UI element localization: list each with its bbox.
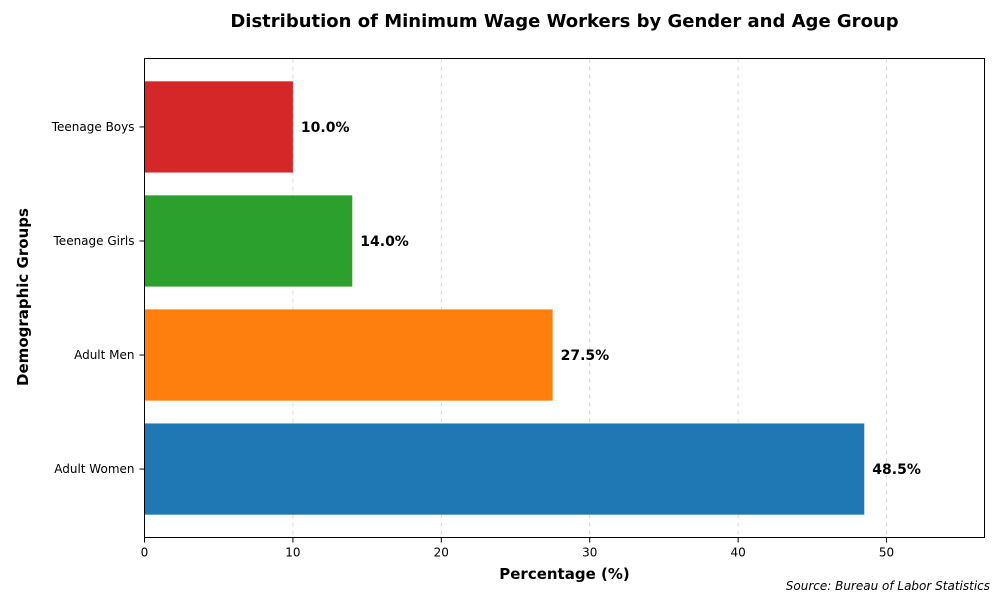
plot-frame (144, 58, 985, 538)
data-label: 14.0% (360, 234, 409, 250)
x-tick-label: 0 (141, 546, 149, 560)
value-labels: 48.5% 27.5% 14.0% 10.0% (301, 120, 921, 478)
x-ticks: 0 10 20 30 40 50 (141, 537, 894, 560)
x-tick-label: 10 (285, 546, 300, 560)
bar (144, 81, 293, 173)
y-axis-label: Demographic Groups (14, 208, 32, 386)
x-tick-label: 40 (730, 546, 745, 560)
y-ticks: Adult Women Adult Men Teenage Girls Teenage… (51, 120, 145, 476)
x-tick-label: 30 (582, 546, 597, 560)
x-axis-label: Percentage (%) (499, 565, 630, 583)
y-tick-label: Adult Women (54, 462, 134, 476)
x-tick-label: 20 (434, 546, 449, 560)
bar (144, 423, 865, 515)
bars (144, 81, 865, 515)
bar (144, 195, 353, 287)
y-tick-label: Teenage Boys (51, 120, 135, 134)
source-note: Source: Bureau of Labor Statistics (785, 579, 990, 593)
bar (144, 309, 553, 401)
x-tick-label: 50 (879, 546, 894, 560)
chart-title: Distribution of Minimum Wage Workers by … (230, 11, 899, 32)
data-label: 48.5% (872, 462, 921, 478)
y-tick-label: Teenage Girls (53, 234, 135, 248)
y-tick-label: Adult Men (74, 348, 134, 362)
data-label: 27.5% (561, 348, 610, 364)
data-label: 10.0% (301, 120, 350, 136)
